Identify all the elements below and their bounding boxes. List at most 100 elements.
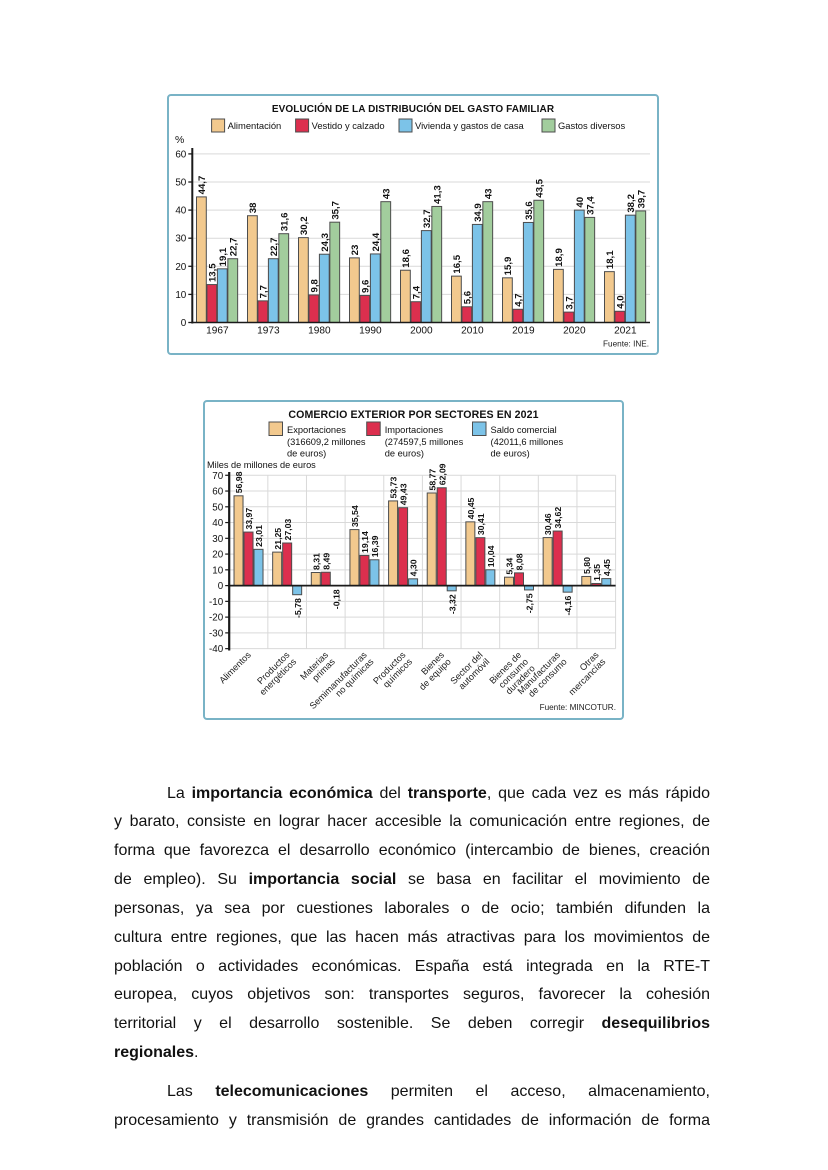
svg-text:23,01: 23,01: [254, 525, 264, 547]
svg-text:21,25: 21,25: [273, 528, 283, 550]
svg-text:34,62: 34,62: [553, 507, 563, 529]
svg-text:32,7: 32,7: [422, 209, 433, 228]
svg-text:22,7: 22,7: [269, 238, 280, 257]
svg-text:Otrasmercancías: Otrasmercancías: [560, 650, 608, 698]
svg-text:35,7: 35,7: [330, 201, 341, 220]
svg-text:(274597,5 millones: (274597,5 millones: [385, 437, 464, 447]
svg-text:23: 23: [350, 245, 361, 256]
svg-text:8,49: 8,49: [321, 553, 331, 570]
svg-text:-2,75: -2,75: [525, 593, 535, 613]
svg-text:de euros): de euros): [491, 449, 530, 459]
svg-text:1973: 1973: [257, 326, 280, 337]
svg-text:1980: 1980: [308, 326, 331, 337]
svg-text:43,5: 43,5: [534, 178, 545, 197]
svg-text:2019: 2019: [512, 326, 535, 337]
svg-text:Miles de millones de euros: Miles de millones de euros: [207, 460, 316, 470]
svg-text:Vivienda y gastos de casa: Vivienda y gastos de casa: [415, 120, 525, 131]
svg-text:Alimentación: Alimentación: [228, 120, 282, 131]
svg-text:Gastos diversos: Gastos diversos: [558, 120, 626, 131]
svg-text:53,73: 53,73: [389, 477, 399, 499]
svg-text:24,3: 24,3: [320, 233, 331, 252]
svg-text:50: 50: [212, 502, 223, 513]
svg-text:Sector delautomóvil: Sector delautomóvil: [448, 650, 491, 693]
svg-text:39,7: 39,7: [636, 190, 647, 209]
svg-text:8,31: 8,31: [311, 553, 321, 570]
svg-text:4,7: 4,7: [513, 293, 524, 306]
svg-text:Exportaciones: Exportaciones: [287, 425, 346, 435]
svg-text:20: 20: [212, 550, 223, 561]
svg-text:-30: -30: [209, 628, 224, 639]
svg-text:9,6: 9,6: [360, 280, 371, 293]
svg-text:16,5: 16,5: [452, 254, 463, 273]
svg-text:43: 43: [483, 188, 494, 199]
svg-text:2021: 2021: [614, 326, 637, 337]
svg-text:30: 30: [212, 534, 223, 545]
svg-text:-10: -10: [209, 597, 224, 608]
svg-text:10,04: 10,04: [486, 545, 496, 567]
svg-text:5,6: 5,6: [462, 291, 473, 304]
svg-text:-0,18: -0,18: [331, 589, 341, 609]
svg-text:49,43: 49,43: [399, 483, 409, 505]
svg-text:4,45: 4,45: [602, 559, 612, 576]
svg-text:19,14: 19,14: [360, 531, 370, 553]
svg-text:(316609,2 millones: (316609,2 millones: [287, 437, 366, 447]
svg-text:de euros): de euros): [385, 449, 424, 459]
svg-text:Saldo comercial: Saldo comercial: [491, 425, 557, 435]
svg-text:5,34: 5,34: [505, 558, 515, 575]
svg-text:4,30: 4,30: [409, 559, 419, 576]
svg-text:37,4: 37,4: [585, 196, 596, 215]
svg-text:Fuente: MINCOTUR.: Fuente: MINCOTUR.: [540, 703, 616, 712]
svg-text:60: 60: [212, 487, 223, 498]
svg-text:44,7: 44,7: [197, 176, 208, 195]
svg-text:30: 30: [175, 234, 186, 245]
svg-text:33,97: 33,97: [244, 508, 254, 530]
svg-text:16,39: 16,39: [370, 535, 380, 557]
svg-text:18,6: 18,6: [401, 249, 412, 268]
svg-text:7,7: 7,7: [258, 285, 269, 298]
svg-text:70: 70: [212, 471, 223, 482]
svg-text:-5,78: -5,78: [293, 598, 303, 618]
svg-text:30,2: 30,2: [299, 216, 310, 235]
svg-text:13,5: 13,5: [207, 263, 218, 282]
svg-text:2010: 2010: [461, 326, 484, 337]
svg-text:-40: -40: [209, 644, 224, 655]
svg-text:3,7: 3,7: [564, 296, 575, 309]
svg-text:58,77: 58,77: [427, 469, 437, 491]
svg-text:19,1: 19,1: [218, 247, 229, 266]
svg-text:Productosenergéticos: Productosenergéticos: [251, 650, 299, 698]
svg-text:27,03: 27,03: [283, 519, 293, 541]
svg-text:18,1: 18,1: [605, 250, 616, 269]
svg-text:62,09: 62,09: [437, 463, 447, 485]
svg-text:0: 0: [181, 318, 187, 329]
svg-text:10: 10: [175, 290, 186, 301]
svg-text:4,0: 4,0: [615, 295, 626, 308]
svg-text:-3,32: -3,32: [447, 594, 457, 614]
svg-text:20: 20: [175, 262, 186, 273]
svg-text:10: 10: [212, 565, 223, 576]
svg-text:-20: -20: [209, 613, 224, 624]
svg-text:43: 43: [381, 188, 392, 199]
svg-text:41,3: 41,3: [432, 185, 443, 204]
svg-text:15,9: 15,9: [503, 257, 514, 276]
svg-text:35,6: 35,6: [524, 201, 535, 220]
svg-text:Productosquímicos: Productosquímicos: [371, 650, 414, 693]
svg-text:de euros): de euros): [287, 449, 326, 459]
svg-text:22,7: 22,7: [228, 238, 239, 257]
svg-text:2000: 2000: [410, 326, 433, 337]
svg-text:Vestido y calzado: Vestido y calzado: [312, 120, 385, 131]
svg-text:40: 40: [175, 206, 186, 217]
svg-text:%: %: [175, 134, 184, 146]
svg-text:31,6: 31,6: [279, 213, 290, 232]
svg-text:56,98: 56,98: [234, 471, 244, 493]
svg-text:8,08: 8,08: [515, 553, 525, 570]
svg-text:1967: 1967: [206, 326, 229, 337]
svg-text:1990: 1990: [359, 326, 382, 337]
svg-text:40: 40: [212, 518, 223, 529]
svg-text:40,45: 40,45: [466, 497, 476, 519]
svg-text:35,54: 35,54: [350, 505, 360, 527]
svg-text:24,4: 24,4: [371, 232, 382, 251]
svg-text:60: 60: [175, 149, 186, 160]
svg-text:40: 40: [575, 197, 586, 208]
svg-text:30,46: 30,46: [543, 513, 553, 535]
svg-text:30,41: 30,41: [476, 513, 486, 535]
